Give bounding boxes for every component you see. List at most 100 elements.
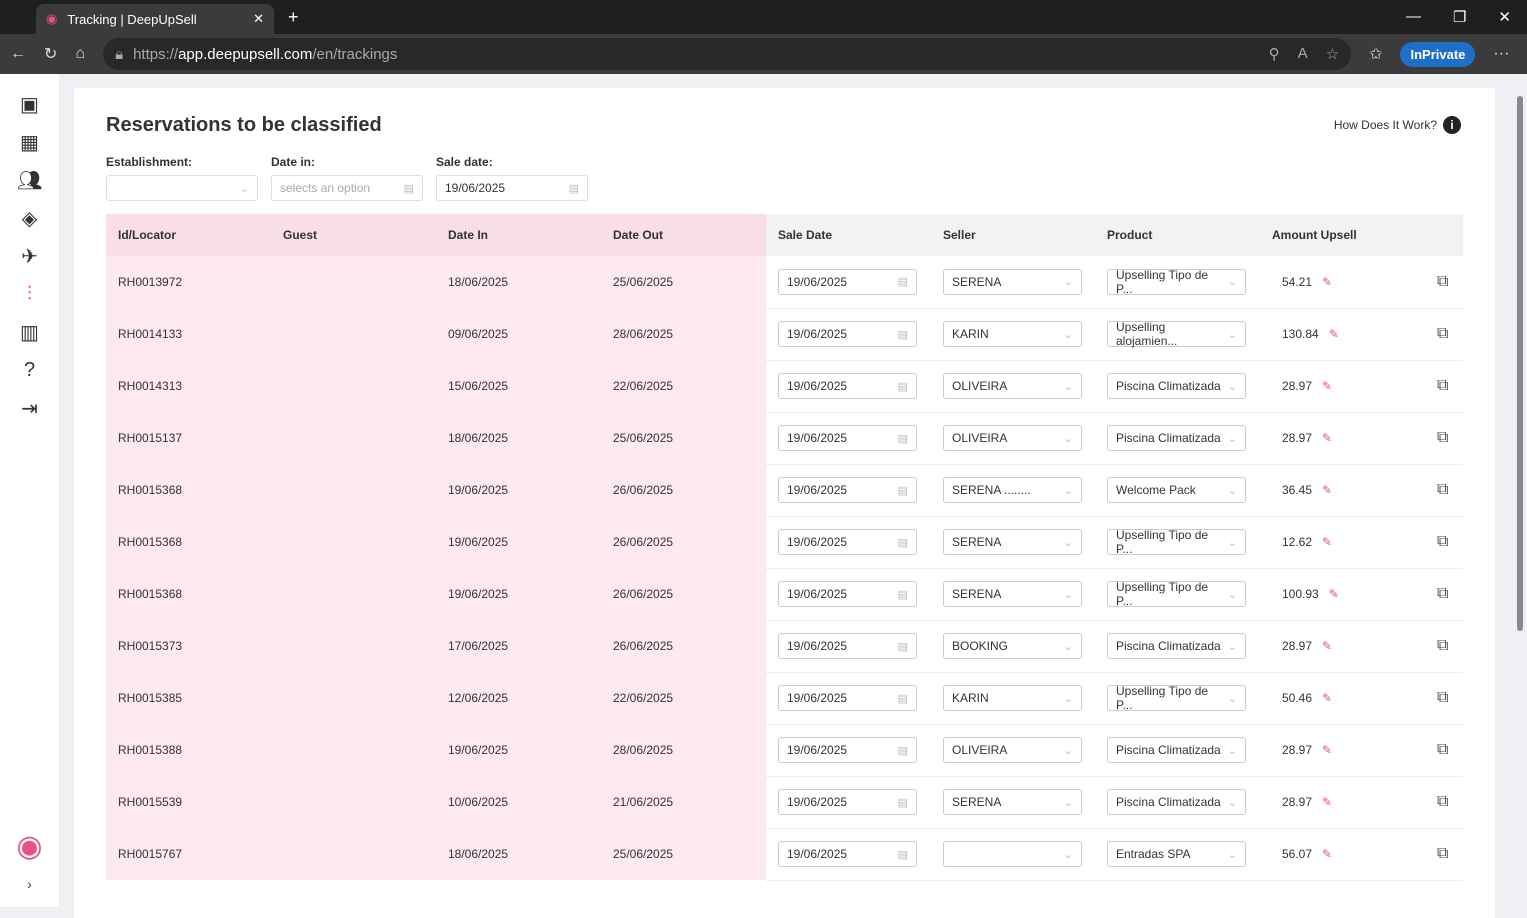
copy-icon[interactable]: ⧉ xyxy=(1437,481,1449,498)
product-select[interactable]: Piscina Climatizada ⌄ xyxy=(1107,373,1246,399)
sale-date-picker[interactable]: 19/06/2025 ▤ xyxy=(436,175,588,201)
sale-date-input[interactable]: 19/06/2025 ▤ xyxy=(778,685,917,711)
edit-pencil-icon[interactable]: ✎ xyxy=(1322,691,1333,705)
seller-select[interactable]: SERENA ⌄ xyxy=(943,581,1082,607)
minimize-icon[interactable]: — xyxy=(1405,8,1421,25)
favorites-icon[interactable]: ✩ xyxy=(1369,46,1383,63)
edit-pencil-icon[interactable]: ✎ xyxy=(1322,535,1333,549)
sale-date-input[interactable]: 19/06/2025 ▤ xyxy=(778,373,917,399)
copy-icon[interactable]: ⧉ xyxy=(1437,429,1449,446)
seller-select[interactable]: KARIN ⌄ xyxy=(943,685,1082,711)
product-select[interactable]: Welcome Pack ⌄ xyxy=(1107,477,1246,503)
copy-icon[interactable]: ⧉ xyxy=(1437,533,1449,550)
date-in-picker[interactable]: selects an option ▤ xyxy=(271,175,423,201)
chevron-down-icon: ⌄ xyxy=(1063,796,1073,809)
sale-date-input[interactable]: 19/06/2025 ▤ xyxy=(778,425,917,451)
product-select[interactable]: Upselling Tipo de P... ⌄ xyxy=(1107,580,1246,608)
copy-icon[interactable]: ⧉ xyxy=(1437,377,1449,394)
seller-select[interactable]: KARIN ⌄ xyxy=(943,321,1082,347)
close-window-icon[interactable]: ✕ xyxy=(1498,9,1511,26)
sale-date-input[interactable]: 19/06/2025 ▤ xyxy=(778,841,917,867)
sale-date-value: 19/06/2025 xyxy=(787,795,848,809)
product-select[interactable]: Upselling Tipo de P... ⌄ xyxy=(1107,268,1246,296)
product-select[interactable]: Entradas SPA ⌄ xyxy=(1107,841,1246,867)
copy-icon[interactable]: ⧉ xyxy=(1437,741,1449,758)
plane-landing-icon[interactable]: ✈︎ xyxy=(21,245,38,268)
sale-date-input[interactable]: 19/06/2025 ▤ xyxy=(778,268,917,295)
edit-pencil-icon[interactable]: ✎ xyxy=(1322,379,1333,393)
zoom-icon[interactable]: ⚲ xyxy=(1268,46,1280,63)
favorite-star-icon[interactable]: ☆ xyxy=(1325,46,1340,63)
sale-date-input[interactable]: 19/06/2025 ▤ xyxy=(778,321,917,347)
new-tab-icon[interactable]: + xyxy=(288,6,299,27)
product-select[interactable]: Upselling Tipo de P... ⌄ xyxy=(1107,684,1246,712)
guest-cell xyxy=(271,568,436,620)
sale-date-input[interactable]: 19/06/2025 ▤ xyxy=(778,581,917,607)
restore-icon[interactable]: ❐ xyxy=(1452,9,1467,26)
table-row: RH0015137 18/06/2025 25/06/2025 19/06/20… xyxy=(106,412,1463,465)
seller-select[interactable]: SERENA ⌄ xyxy=(943,529,1082,555)
sale-date-input[interactable]: 19/06/2025 ▤ xyxy=(778,737,917,763)
compass-icon[interactable]: ◈ xyxy=(21,207,38,230)
edit-pencil-icon[interactable]: ✎ xyxy=(1328,587,1339,601)
seller-select[interactable]: SERENA ⌄ xyxy=(943,789,1082,815)
amount-value: 50.46 xyxy=(1282,691,1313,705)
back-icon[interactable]: ← xyxy=(10,45,26,62)
edit-pencil-icon[interactable]: ✎ xyxy=(1322,795,1333,809)
edit-pencil-icon[interactable]: ✎ xyxy=(1322,274,1333,289)
sale-date-value: 19/06/2025 xyxy=(787,535,848,549)
scrollbar[interactable] xyxy=(1515,80,1525,905)
logout-icon[interactable]: ⇥ xyxy=(21,397,38,420)
more-icon[interactable]: ··· xyxy=(1493,45,1510,62)
product-select[interactable]: Piscina Climatizada ⌄ xyxy=(1107,789,1246,815)
copy-icon[interactable]: ⧉ xyxy=(1437,325,1449,342)
chart-icon[interactable]: ▥ xyxy=(20,321,39,344)
establishment-select[interactable]: ⌄ xyxy=(106,175,258,201)
copy-icon[interactable]: ⧉ xyxy=(1437,637,1449,654)
seller-select[interactable]: OLIVEIRA ⌄ xyxy=(943,737,1082,763)
seller-select[interactable]: SERENA ⌄ xyxy=(943,268,1082,295)
edit-pencil-icon[interactable]: ✎ xyxy=(1322,431,1333,445)
copy-icon[interactable]: ⧉ xyxy=(1437,793,1449,810)
seller-select[interactable]: SERENA ........ ⌄ xyxy=(943,477,1082,503)
product-select[interactable]: Upselling alojamien... ⌄ xyxy=(1107,320,1246,348)
seller-select[interactable]: BOOKING ⌄ xyxy=(943,633,1082,659)
edit-pencil-icon[interactable]: ✎ xyxy=(1328,327,1339,341)
scrollbar-thumb[interactable] xyxy=(1517,96,1523,631)
edit-pencil-icon[interactable]: ✎ xyxy=(1322,483,1333,497)
product-select[interactable]: Piscina Climatizada ⌄ xyxy=(1107,633,1246,659)
tracking-icon[interactable]: ⫶ xyxy=(27,282,32,305)
home-icon[interactable]: ⌂ xyxy=(75,45,86,62)
copy-icon[interactable]: ⧉ xyxy=(1437,272,1449,290)
product-select[interactable]: Piscina Climatizada ⌄ xyxy=(1107,425,1246,451)
inprivate-badge[interactable]: InPrivate xyxy=(1400,41,1476,67)
sale-date-input[interactable]: 19/06/2025 ▤ xyxy=(778,529,917,555)
product-value: Welcome Pack xyxy=(1116,483,1196,497)
seller-select[interactable]: ⌄ xyxy=(943,841,1082,867)
team-icon[interactable]: 👥︎ xyxy=(16,169,43,192)
edit-pencil-icon[interactable]: ✎ xyxy=(1322,743,1333,757)
reload-icon[interactable]: ↻ xyxy=(44,46,58,63)
close-tab-icon[interactable]: ✕ xyxy=(253,11,264,26)
profile-icon[interactable]: ▣ xyxy=(20,93,39,116)
sale-date-input[interactable]: 19/06/2025 ▤ xyxy=(778,633,917,659)
copy-icon[interactable]: ⧉ xyxy=(1437,585,1449,602)
copy-icon[interactable]: ⧉ xyxy=(1437,689,1449,706)
expand-sidebar-icon[interactable]: › xyxy=(27,876,32,892)
sale-date-input[interactable]: 19/06/2025 ▤ xyxy=(778,477,917,503)
product-select[interactable]: Piscina Climatizada ⌄ xyxy=(1107,737,1246,763)
seller-select[interactable]: OLIVEIRA ⌄ xyxy=(943,373,1082,399)
copy-icon[interactable]: ⧉ xyxy=(1437,845,1449,862)
seller-select[interactable]: OLIVEIRA ⌄ xyxy=(943,425,1082,451)
chevron-down-icon: ⌄ xyxy=(1063,692,1073,705)
browser-tab[interactable]: ◉ Tracking | DeepUpSell ✕ xyxy=(36,4,274,34)
help-icon[interactable]: ? xyxy=(23,358,36,381)
url-input[interactable]: 🔒︎ https://app.deepupsell.com/en/trackin… xyxy=(103,38,1352,70)
sale-date-input[interactable]: 19/06/2025 ▤ xyxy=(778,789,917,815)
product-select[interactable]: Upselling Tipo de P... ⌄ xyxy=(1107,528,1246,556)
edit-pencil-icon[interactable]: ✎ xyxy=(1322,639,1333,653)
building-icon[interactable]: ▦ xyxy=(20,131,39,154)
edit-pencil-icon[interactable]: ✎ xyxy=(1322,847,1333,861)
how-does-it-work-link[interactable]: How Does It Work? i xyxy=(1334,116,1461,134)
read-aloud-icon[interactable]: A xyxy=(1297,45,1308,62)
